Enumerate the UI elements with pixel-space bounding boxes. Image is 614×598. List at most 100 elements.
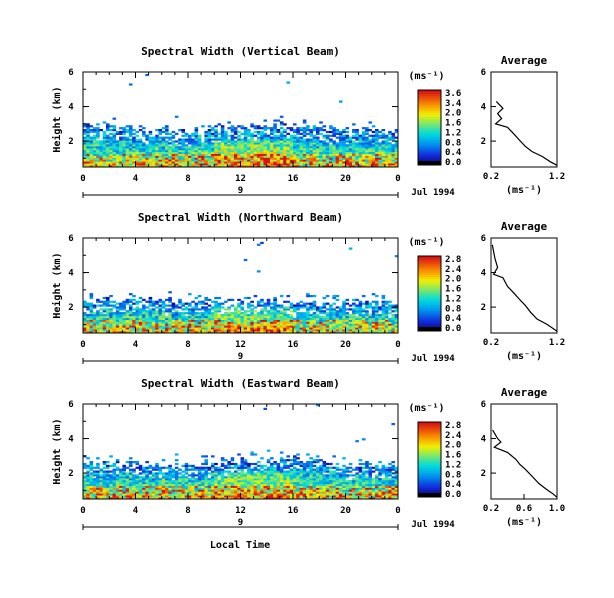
echo-cell <box>138 300 143 303</box>
echo-cell <box>247 493 251 496</box>
echo-cell <box>263 407 268 410</box>
echo-cell <box>171 321 176 324</box>
echo-cell <box>142 146 146 149</box>
echo-cell <box>237 140 241 143</box>
echo-cell <box>125 314 130 317</box>
echo-cell <box>161 478 166 481</box>
echo-cell <box>109 136 113 139</box>
echo-cell <box>105 481 110 485</box>
echo-cell <box>188 491 192 494</box>
echo-cell <box>270 481 274 485</box>
echo-cell <box>171 327 176 330</box>
echo-cell <box>99 144 103 147</box>
echo-cell <box>358 146 363 149</box>
echo-cell <box>158 142 163 145</box>
echo-cell <box>125 140 130 143</box>
echo-cell <box>148 480 153 483</box>
echo-cell <box>184 317 189 320</box>
echo-cell <box>99 161 103 164</box>
echo-cell <box>168 317 172 320</box>
echo-cell <box>148 489 153 492</box>
echo-cell <box>283 134 287 137</box>
echo-cell <box>86 146 90 149</box>
echo-cell <box>391 159 396 162</box>
echo-cell <box>352 148 356 151</box>
echo-cell <box>125 474 130 477</box>
echo-cell <box>204 310 208 313</box>
echo-cell <box>348 151 353 154</box>
echo-cell <box>325 308 330 311</box>
echo-cell <box>148 327 153 330</box>
echo-cell <box>207 478 212 481</box>
echo-cell <box>197 138 202 141</box>
echo-cell <box>365 130 369 134</box>
echo-cell <box>224 329 228 332</box>
echo-cell <box>168 327 172 330</box>
echo-cell <box>381 300 386 303</box>
echo-cell <box>230 148 235 151</box>
echo-cell <box>315 163 320 166</box>
echo-cell <box>89 295 94 298</box>
echo-cell <box>355 144 359 147</box>
echo-cell <box>266 136 271 139</box>
echo-cell <box>384 319 389 322</box>
echo-cell <box>174 321 179 324</box>
echo-cell <box>237 306 241 309</box>
echo-cell <box>293 319 297 322</box>
echo-cell <box>99 149 103 153</box>
echo-cell <box>358 159 363 162</box>
echo-cell <box>158 153 163 156</box>
echo-cell <box>381 302 386 305</box>
echo-cell <box>201 308 205 311</box>
average-title: Average <box>501 54 548 67</box>
echo-cell <box>263 142 268 145</box>
echo-cell <box>361 151 366 154</box>
echo-cell <box>348 165 353 168</box>
echo-cell <box>361 317 366 320</box>
echo-cell <box>266 491 271 494</box>
echo-cell <box>296 487 300 490</box>
echo-cell <box>204 321 208 324</box>
colorbar-swatch <box>418 289 441 293</box>
echo-cell <box>197 329 202 332</box>
echo-cell <box>293 491 297 494</box>
echo-cell <box>243 157 248 160</box>
echo-cell <box>161 157 166 160</box>
echo-cell <box>296 480 300 483</box>
echo-cell <box>289 327 294 330</box>
echo-cell <box>276 136 281 139</box>
echo-cell <box>315 497 320 500</box>
echo-cell <box>319 306 323 309</box>
echo-cell <box>306 329 310 332</box>
echo-cell <box>138 296 143 300</box>
echo-cell <box>286 481 291 485</box>
echo-cell <box>148 323 153 326</box>
echo-cell <box>299 151 304 154</box>
echo-cell <box>322 480 327 483</box>
echo-cell <box>237 331 241 334</box>
echo-cell <box>260 148 264 151</box>
echo-cell <box>233 489 238 492</box>
echo-cell <box>293 149 297 153</box>
echo-cell <box>220 149 225 153</box>
echo-cell <box>296 306 300 309</box>
echo-cell <box>250 312 254 315</box>
echo-cell <box>243 165 248 168</box>
echo-cell <box>240 474 245 477</box>
echo-cell <box>105 298 110 301</box>
echo-cell <box>112 474 117 477</box>
echo-cell <box>145 163 149 166</box>
echo-cell <box>283 474 287 477</box>
echo-cell <box>286 161 291 164</box>
echo-cell <box>273 119 277 122</box>
echo-cell <box>325 317 330 320</box>
echo-cell <box>151 472 156 475</box>
echo-cell <box>273 300 277 303</box>
echo-cell <box>256 321 261 324</box>
echo-cell <box>145 315 149 319</box>
echo-cell <box>168 325 172 328</box>
echo-cell <box>309 319 313 322</box>
echo-cell <box>302 481 307 485</box>
echo-cell <box>266 148 271 151</box>
echo-cell <box>233 155 238 158</box>
